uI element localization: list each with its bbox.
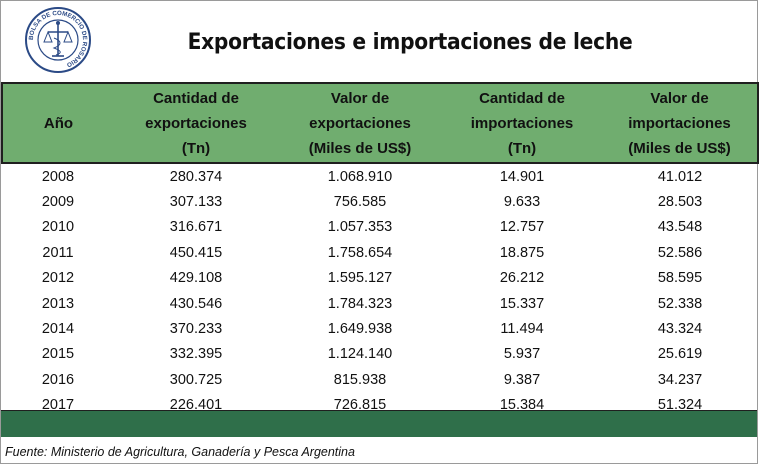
column-header-import-quantity: Cantidad de importaciones (Tn) xyxy=(442,82,602,164)
value-cell: 25.619 xyxy=(657,346,703,363)
table-header-row: Año Cantidad de exportaciones (Tn) Valor de e… xyxy=(1,82,759,164)
value-cell: 300.725 xyxy=(169,371,223,388)
value-cell: 1.784.323 xyxy=(327,295,393,312)
value-cell: 307.133 xyxy=(169,194,223,211)
value-cell: 9.387 xyxy=(503,371,541,388)
bolsa-comercio-seal-icon: BOLSA DE COMERCIO DE ROSARIO xyxy=(24,6,92,74)
value-cell: 11.494 xyxy=(500,321,544,338)
value-cell: 5.937 xyxy=(503,346,541,363)
value-cell: 1.068.910 xyxy=(327,168,393,185)
column-header-line: exportaciones xyxy=(309,114,411,132)
value-cell: 18.875 xyxy=(499,244,545,261)
value-cell: 34.237 xyxy=(657,371,703,388)
table-row: 2009 307.133 756.585 9.633 28.503 xyxy=(2,189,758,214)
column-header-line: (Miles de US$) xyxy=(308,139,412,157)
year-cell: 2010 xyxy=(41,219,75,236)
column-header-line: Año xyxy=(43,114,74,132)
value-cell: 1.649.938 xyxy=(327,321,393,338)
table-row: 2011 450.415 1.758.654 18.875 52.586 xyxy=(2,240,758,265)
value-cell: 43.324 xyxy=(657,321,703,338)
column-header-line: exportaciones xyxy=(145,114,247,132)
value-cell: 15.337 xyxy=(499,295,545,312)
page-title: Exportaciones e importaciones de leche xyxy=(187,30,633,55)
column-header-export-quantity: Cantidad de exportaciones (Tn) xyxy=(114,82,278,164)
column-header-line: Valor de xyxy=(650,89,709,107)
value-cell: 26.212 xyxy=(499,270,545,287)
value-cell: 332.395 xyxy=(169,346,223,363)
year-cell: 2015 xyxy=(41,346,75,363)
table-row: 2013 430.546 1.784.323 15.337 52.338 xyxy=(2,291,758,316)
table-row: 2012 429.108 1.595.127 26.212 58.595 xyxy=(2,266,758,291)
value-cell: 28.503 xyxy=(657,194,703,211)
column-header-line: Valor de xyxy=(330,89,390,107)
year-cell: 2009 xyxy=(41,194,75,211)
value-cell: 226.401 xyxy=(169,397,223,414)
milk-trade-table: Año Cantidad de exportaciones (Tn) Valor de e… xyxy=(1,82,759,418)
value-cell: 51.324 xyxy=(657,397,703,414)
value-cell: 15.384 xyxy=(499,397,545,414)
value-cell: 280.374 xyxy=(169,168,223,185)
value-cell: 58.595 xyxy=(657,270,703,287)
column-header-line: (Tn) xyxy=(181,139,211,157)
value-cell: 9.633 xyxy=(503,194,541,211)
value-cell: 41.012 xyxy=(657,168,703,185)
table-row: 2010 316.671 1.057.353 12.757 43.548 xyxy=(2,215,758,240)
value-cell: 14.901 xyxy=(499,168,545,185)
column-header-line: (Tn) xyxy=(507,139,537,157)
year-cell: 2017 xyxy=(41,397,75,414)
value-cell: 370.233 xyxy=(169,321,223,338)
value-cell: 429.108 xyxy=(169,270,223,287)
value-cell: 450.415 xyxy=(169,244,223,261)
column-header-import-value: Valor de importaciones (Miles de US$) xyxy=(602,82,759,164)
year-cell: 2013 xyxy=(41,295,75,312)
value-cell: 52.338 xyxy=(657,295,703,312)
value-cell: 1.758.654 xyxy=(327,244,393,261)
column-header-line: Cantidad de xyxy=(479,89,565,107)
column-header-line: (Miles de US$) xyxy=(628,139,731,157)
table-row: 2008 280.374 1.068.910 14.901 41.012 xyxy=(2,163,758,189)
year-cell: 2016 xyxy=(41,371,75,388)
table-row: 2017 226.401 726.815 15.384 51.324 xyxy=(2,393,758,418)
year-cell: 2014 xyxy=(41,321,75,338)
value-cell: 12.757 xyxy=(499,219,545,236)
value-cell: 726.815 xyxy=(333,397,387,414)
source-note: Fuente: Ministerio de Agricultura, Ganad… xyxy=(5,445,355,459)
table-body: 2008 280.374 1.068.910 14.901 41.012 2009 307.… xyxy=(2,163,758,418)
table-footer-bar xyxy=(1,410,757,437)
column-header-line: importaciones xyxy=(470,114,574,132)
value-cell: 815.938 xyxy=(333,371,387,388)
value-cell: 52.586 xyxy=(657,244,703,261)
value-cell: 1.595.127 xyxy=(327,270,393,287)
table-row: 2014 370.233 1.649.938 11.494 43.324 xyxy=(2,316,758,341)
value-cell: 1.124.140 xyxy=(327,346,393,363)
value-cell: 756.585 xyxy=(333,194,387,211)
column-header-year: Año xyxy=(1,82,114,164)
value-cell: 43.548 xyxy=(657,219,703,236)
table-row: 2016 300.725 815.938 9.387 34.237 xyxy=(2,367,758,392)
column-header-line: importaciones xyxy=(628,114,731,132)
value-cell: 316.671 xyxy=(169,219,223,236)
table-row: 2015 332.395 1.124.140 5.937 25.619 xyxy=(2,342,758,367)
year-cell: 2011 xyxy=(42,244,74,261)
value-cell: 1.057.353 xyxy=(327,219,393,236)
year-cell: 2012 xyxy=(41,270,75,287)
year-cell: 2008 xyxy=(41,168,75,185)
column-header-line: Cantidad de xyxy=(153,89,239,107)
column-header-export-value: Valor de exportaciones (Miles de US$) xyxy=(278,82,442,164)
data-table-container: Año Cantidad de exportaciones (Tn) Valor de e… xyxy=(1,82,759,418)
value-cell: 430.546 xyxy=(169,295,223,312)
